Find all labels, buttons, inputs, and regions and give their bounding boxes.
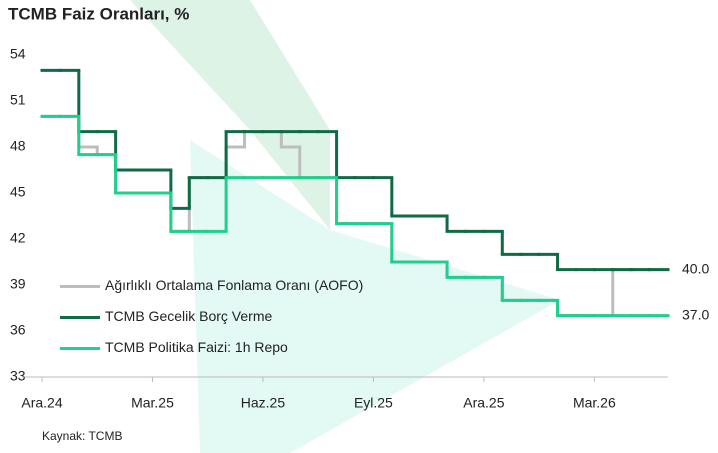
- chart: TCMB Faiz Oranları, % Kaynak: TCMB 33 36 3…: [0, 0, 718, 453]
- y-tick-label: 42: [10, 230, 26, 246]
- x-tick-label: Mar.25: [131, 395, 174, 411]
- x-tick-label: Eyl.25: [354, 395, 393, 411]
- source-note: Kaynak: TCMB: [42, 429, 122, 443]
- y-tick-label: 39: [10, 276, 26, 292]
- x-tick-label: Ara.25: [463, 395, 504, 411]
- chart-title: TCMB Faiz Oranları, %: [8, 4, 189, 23]
- y-tick-label: 36: [10, 322, 26, 338]
- y-tick-label: 51: [10, 92, 26, 108]
- y-tick-label: 33: [10, 368, 26, 384]
- y-tick-label: 48: [10, 138, 26, 154]
- legend-label: TCMB Gecelik Borç Verme: [105, 308, 272, 324]
- x-tick-label: Mar.26: [573, 395, 616, 411]
- legend-label: Ağırlıklı Ortalama Fonlama Oranı (AOFO): [105, 277, 363, 293]
- value-label: 37.0: [682, 306, 709, 322]
- y-tick-label: 45: [10, 184, 26, 200]
- value-label: 40.0: [682, 260, 709, 276]
- legend-label: TCMB Politika Faizi: 1h Repo: [105, 339, 288, 355]
- x-tick-label: Ara.24: [21, 395, 62, 411]
- y-tick-label: 54: [10, 46, 26, 62]
- x-tick-label: Haz.25: [241, 395, 286, 411]
